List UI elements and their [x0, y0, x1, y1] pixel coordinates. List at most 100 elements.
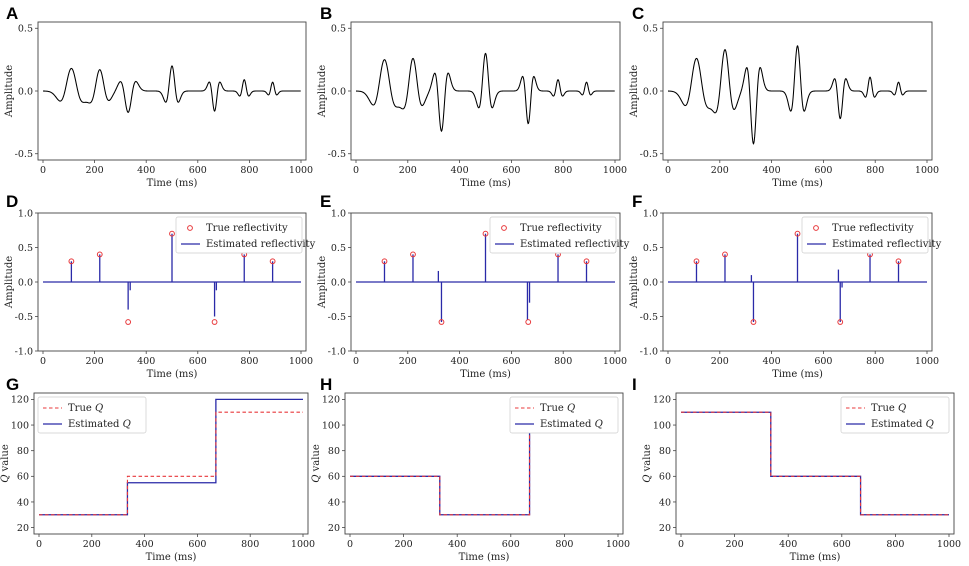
panel-label-c: C	[632, 4, 644, 23]
true-reflectivity-marker	[837, 319, 844, 325]
y-axis-label: Amplitude	[629, 256, 640, 309]
y-axis-label: Amplitude	[4, 256, 15, 309]
legend-true-label: True reflectivity	[832, 223, 914, 234]
x-axis-label: Time (ms)	[459, 552, 510, 563]
x-tick-label: 200	[711, 165, 729, 176]
legend-estimated-q: Q	[926, 419, 934, 430]
x-tick-label: 0	[347, 539, 353, 550]
legend-box	[489, 216, 617, 254]
y-tick-label: 80	[659, 446, 671, 457]
y-tick-label: 120	[11, 395, 29, 406]
x-axis-label: Time (ms)	[147, 369, 198, 380]
x-tick-label: 600	[188, 539, 206, 550]
x-tick-label: 200	[395, 539, 413, 550]
y-axis-label: Amplitude	[4, 65, 15, 118]
true-reflectivity-marker	[211, 319, 218, 325]
y-tick-label: 1.0	[643, 208, 658, 219]
y-tick-label: -0.5	[15, 312, 33, 323]
y-tick-label: 100	[653, 420, 671, 431]
true-reflectivity-marker	[96, 251, 103, 258]
panel-label-e: E	[320, 192, 331, 211]
true-q-line	[39, 411, 303, 516]
y-axis-label-q: Q	[311, 475, 322, 483]
x-tick-label: 200	[399, 356, 417, 367]
estimated-q-line	[350, 423, 618, 516]
x-tick-label: 1000	[289, 165, 313, 176]
true-q-line	[350, 411, 618, 516]
true-reflectivity-marker	[693, 258, 700, 265]
x-tick-label: 400	[451, 356, 469, 367]
x-tick-label: 800	[554, 356, 572, 367]
y-tick-label: 100	[322, 420, 340, 431]
x-tick-label: 0	[353, 356, 359, 367]
legend-estimated-word: Estimated	[540, 419, 595, 430]
y-tick-label: -1.0	[15, 346, 33, 357]
x-axis-label: Time (ms)	[790, 552, 841, 563]
x-tick-label: 400	[779, 539, 797, 550]
y-tick-label: -0.5	[15, 149, 33, 160]
y-axis-label-q: Q	[642, 475, 653, 483]
y-axis-label: Amplitude	[317, 256, 328, 309]
legend-estimated-word: Estimated	[871, 419, 926, 430]
x-tick-label: 400	[136, 539, 154, 550]
x-tick-label: 600	[502, 356, 520, 367]
legend-estimated-label: Estimated Q	[68, 419, 131, 430]
panel-f: F 0 200 400 600 800 1000 1.0 0.5 0.0 -0.5 -1.0 Time …	[629, 192, 942, 380]
y-tick-label: 60	[17, 472, 29, 483]
x-tick-label: 400	[763, 165, 781, 176]
panel-g: G 0 200 400 600 800 1000 120 100 80 60 40 20 Time (ms…	[0, 375, 315, 563]
panel-label-d: D	[6, 192, 18, 211]
seismic-trace-line	[355, 52, 615, 133]
y-tick-label: 40	[17, 497, 29, 508]
x-tick-label: 200	[86, 356, 104, 367]
y-tick-label: 80	[328, 446, 340, 457]
legend-true-word: True	[68, 403, 95, 414]
true-q-line	[681, 411, 949, 516]
legend-estimated-label: Estimated Q	[540, 419, 603, 430]
true-reflectivity-marker	[895, 258, 902, 265]
x-tick-label: 800	[554, 165, 572, 176]
legend-true-label: True reflectivity	[520, 223, 602, 234]
legend-true-label: True Q	[540, 403, 575, 414]
panel-label-f: F	[632, 192, 642, 211]
true-reflectivity-marker	[410, 251, 416, 258]
legend-true-marker	[501, 225, 507, 231]
true-reflectivity-marker	[583, 258, 590, 265]
true-reflectivity-marker	[482, 230, 489, 237]
true-reflectivity-marker	[68, 258, 75, 265]
legend-estimated-label: Estimated reflectivity	[832, 239, 942, 250]
x-tick-label: 800	[240, 165, 258, 176]
y-axis-label-rest: value	[642, 444, 653, 474]
plot-frame	[33, 392, 309, 535]
panel-d: D 0 200 400 600 800 1000 1.0 0.5 0.0 -0.5 -1.0 Time …	[4, 192, 316, 380]
y-tick-label: -1.0	[328, 346, 346, 357]
x-tick-label: 0	[678, 539, 684, 550]
legend-estimated-word: Estimated	[68, 419, 123, 430]
y-tick-label: -0.5	[328, 149, 346, 160]
legend-estimated-label: Estimated reflectivity	[520, 239, 630, 250]
x-tick-label: 200	[86, 165, 104, 176]
x-tick-label: 0	[40, 356, 46, 367]
x-tick-label: 1000	[603, 356, 627, 367]
x-tick-label: 800	[886, 539, 904, 550]
true-reflectivity-marker	[525, 319, 532, 325]
legend-box	[801, 216, 929, 254]
panel-a: A 0 200 400 600 800 1000 0.5 0.0 -0.5 Time (ms) Amp…	[4, 4, 313, 189]
y-tick-label: 100	[11, 420, 29, 431]
legend: True reflectivity Estimated reflectivity	[175, 216, 316, 254]
plot-frame	[344, 392, 624, 535]
legend-true-label: True reflectivity	[206, 223, 288, 234]
legend-true-marker	[813, 225, 819, 231]
y-tick-label: 40	[659, 497, 671, 508]
x-tick-label: 400	[451, 165, 469, 176]
x-tick-label: 200	[711, 356, 729, 367]
legend-estimated-label: Estimated reflectivity	[206, 239, 316, 250]
y-tick-label: 20	[659, 523, 671, 534]
x-axis-label: Time (ms)	[772, 178, 823, 189]
x-tick-label: 400	[137, 165, 155, 176]
x-tick-label: 1000	[915, 165, 939, 176]
x-tick-label: 200	[726, 539, 744, 550]
y-tick-label: 1.0	[18, 208, 33, 219]
x-axis-label: Time (ms)	[772, 369, 823, 380]
